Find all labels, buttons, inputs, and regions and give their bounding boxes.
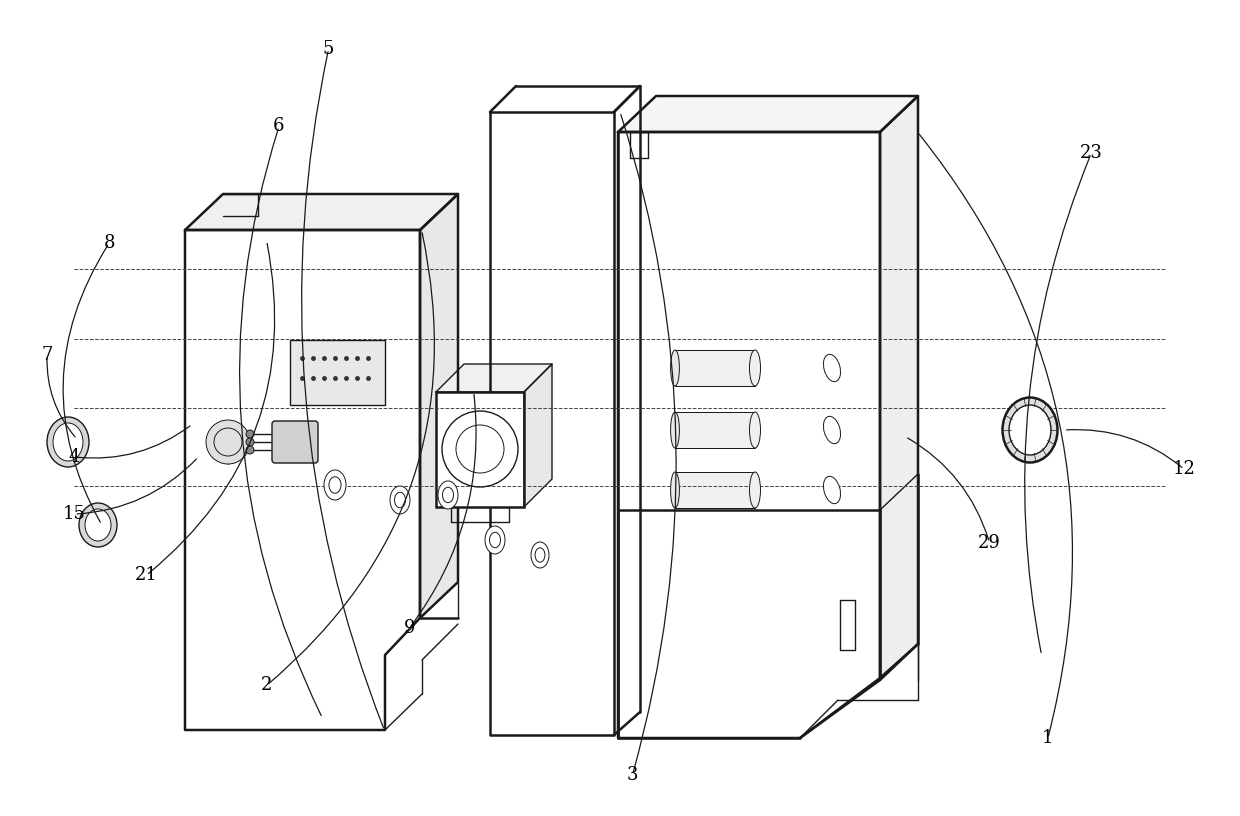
Circle shape [206, 420, 250, 464]
Text: 4: 4 [68, 448, 81, 466]
Ellipse shape [749, 412, 760, 448]
Polygon shape [525, 364, 552, 507]
Ellipse shape [671, 412, 680, 448]
Bar [675, 412, 755, 448]
Text: 6: 6 [273, 118, 285, 135]
Text: 9: 9 [403, 619, 415, 637]
Ellipse shape [671, 350, 680, 386]
FancyBboxPatch shape [290, 340, 384, 405]
Text: 7: 7 [41, 346, 53, 364]
Circle shape [246, 446, 254, 454]
Polygon shape [490, 112, 614, 735]
Bar [675, 472, 755, 508]
Polygon shape [618, 132, 880, 738]
Text: 23: 23 [1080, 144, 1102, 162]
Text: 21: 21 [135, 566, 157, 584]
Ellipse shape [329, 477, 341, 493]
Ellipse shape [531, 542, 549, 568]
Ellipse shape [438, 481, 458, 509]
Ellipse shape [485, 526, 505, 554]
Text: 2: 2 [260, 676, 273, 694]
Ellipse shape [823, 354, 841, 382]
Ellipse shape [671, 472, 680, 508]
Ellipse shape [53, 423, 83, 461]
Ellipse shape [443, 487, 454, 503]
Bar [436, 392, 525, 507]
Text: 12: 12 [1173, 460, 1195, 478]
Polygon shape [880, 96, 918, 680]
Ellipse shape [86, 509, 112, 541]
Ellipse shape [534, 548, 544, 562]
Ellipse shape [324, 470, 346, 500]
Polygon shape [185, 230, 420, 730]
FancyBboxPatch shape [272, 421, 317, 463]
Ellipse shape [749, 350, 760, 386]
Circle shape [246, 438, 254, 446]
Bar [675, 350, 755, 386]
Ellipse shape [490, 532, 501, 548]
Polygon shape [420, 194, 458, 618]
Text: 8: 8 [103, 234, 115, 252]
Text: 5: 5 [322, 40, 335, 58]
Ellipse shape [47, 417, 89, 467]
Ellipse shape [1009, 405, 1052, 455]
Circle shape [246, 430, 254, 438]
Text: 15: 15 [63, 505, 86, 523]
Ellipse shape [823, 477, 841, 503]
Text: 1: 1 [1042, 730, 1054, 747]
Polygon shape [436, 364, 552, 392]
Ellipse shape [391, 486, 410, 514]
Text: 29: 29 [978, 534, 1001, 552]
Text: 3: 3 [626, 766, 639, 784]
Ellipse shape [79, 503, 117, 547]
Ellipse shape [823, 416, 841, 444]
Ellipse shape [394, 492, 405, 508]
Polygon shape [618, 96, 918, 132]
Polygon shape [185, 194, 458, 230]
Ellipse shape [749, 472, 760, 508]
Ellipse shape [1002, 397, 1058, 463]
